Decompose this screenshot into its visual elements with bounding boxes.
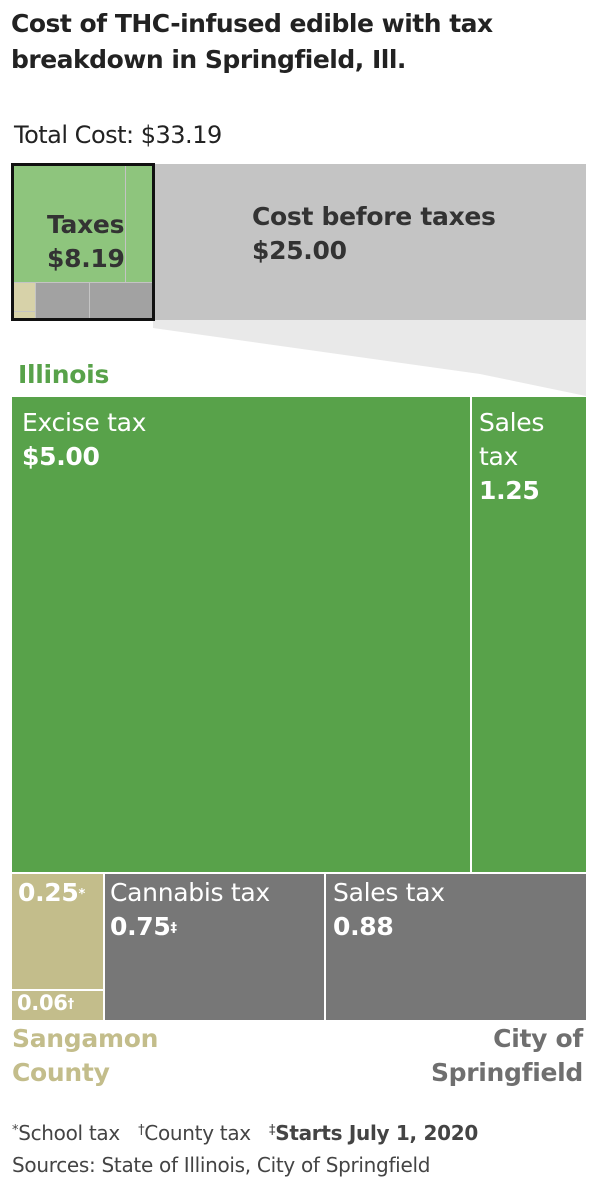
footnote-county: County tax: [144, 1121, 251, 1145]
group-illinois-label: Illinois: [18, 360, 110, 389]
illinois-sales-tax-name-2: tax: [479, 442, 519, 471]
city-sales-tax-label: Sales tax 0.88: [333, 876, 445, 944]
county-county-tax-label: 0.06†: [17, 988, 74, 1018]
taxes-label: Taxes $8.19: [47, 208, 125, 276]
illinois-excise-tax-block: [12, 397, 470, 872]
group-city-line-1: City of: [493, 1024, 583, 1053]
mini-school-tax: [12, 283, 35, 311]
chart-title-line-1: Cost of THC-infused edible with tax: [11, 9, 493, 38]
county-county-tax-value: 0.06: [17, 991, 68, 1015]
city-sales-tax-block: [326, 874, 586, 1020]
illinois-excise-tax-name: Excise tax: [22, 408, 147, 437]
group-sangamon-label: Sangamon County: [12, 1022, 158, 1090]
pre-tax-name: Cost before taxes: [252, 202, 496, 231]
footnote-county-mark: †: [138, 1123, 145, 1138]
mini-city-sales-tax: [90, 283, 154, 320]
city-cannabis-tax-block: [105, 874, 324, 1020]
county-county-tax-block: [12, 991, 103, 1020]
pre-tax-label: Cost before taxes $25.00: [252, 200, 496, 268]
mini-county-tax: [12, 312, 35, 320]
pre-tax-value: $25.00: [252, 236, 347, 265]
footnotes-line: *School tax †County tax ‡Starts July 1, …: [12, 1121, 478, 1145]
zoom-connector: [153, 320, 586, 396]
city-cannabis-tax-label: Cannabis tax 0.75‡: [110, 876, 270, 944]
footnote-starts-mark: ‡: [269, 1123, 276, 1138]
taxes-name: Taxes: [47, 210, 125, 239]
zoom-connector-shape: [153, 320, 586, 396]
county-tax-mark: †: [67, 997, 75, 1012]
illinois-sales-tax-value: 1.25: [479, 476, 540, 505]
taxes-outline: [11, 163, 155, 321]
group-city-line-2: Springfield: [430, 1058, 583, 1087]
illinois-sales-tax-block: [472, 397, 586, 872]
sources-line: Sources: State of Illinois, City of Spri…: [12, 1153, 431, 1177]
group-sangamon-line-1: Sangamon: [12, 1024, 159, 1053]
mini-cannabis-tax: [36, 283, 89, 320]
footnote-starts: Starts July 1, 2020: [275, 1121, 478, 1145]
city-sales-tax-name: Sales tax: [333, 878, 445, 907]
illinois-sales-tax-name-1: Sales: [479, 408, 545, 437]
school-tax-mark: *: [78, 887, 85, 902]
county-school-tax-block: [12, 874, 103, 989]
county-school-tax-label: 0.25*: [18, 876, 85, 910]
chart-title-line-2: breakdown in Springfield, Ill.: [11, 45, 406, 74]
chart-title: Cost of THC-infused edible with tax brea…: [11, 6, 591, 78]
illinois-excise-tax-value: $5.00: [22, 442, 100, 471]
city-sales-tax-value: 0.88: [333, 912, 394, 941]
group-city-label: City of Springfield: [431, 1022, 583, 1090]
mini-illinois-sales: [126, 164, 154, 282]
group-sangamon-line-2: County: [12, 1058, 110, 1087]
footnote-school-mark: *: [12, 1123, 19, 1138]
illinois-sales-tax-label: Sales tax 1.25: [479, 406, 544, 508]
cannabis-tax-mark: ‡: [170, 921, 177, 936]
total-cost-label: Total Cost: $33.19: [14, 121, 222, 149]
city-cannabis-tax-value: 0.75: [110, 912, 171, 941]
illinois-excise-tax-label: Excise tax $5.00: [22, 406, 146, 474]
taxes-value: $8.19: [47, 244, 125, 273]
footnote-school: School tax: [18, 1121, 120, 1145]
mini-illinois-excise: [12, 164, 125, 282]
county-school-tax-value: 0.25: [18, 878, 79, 907]
city-cannabis-tax-name: Cannabis tax: [110, 878, 270, 907]
